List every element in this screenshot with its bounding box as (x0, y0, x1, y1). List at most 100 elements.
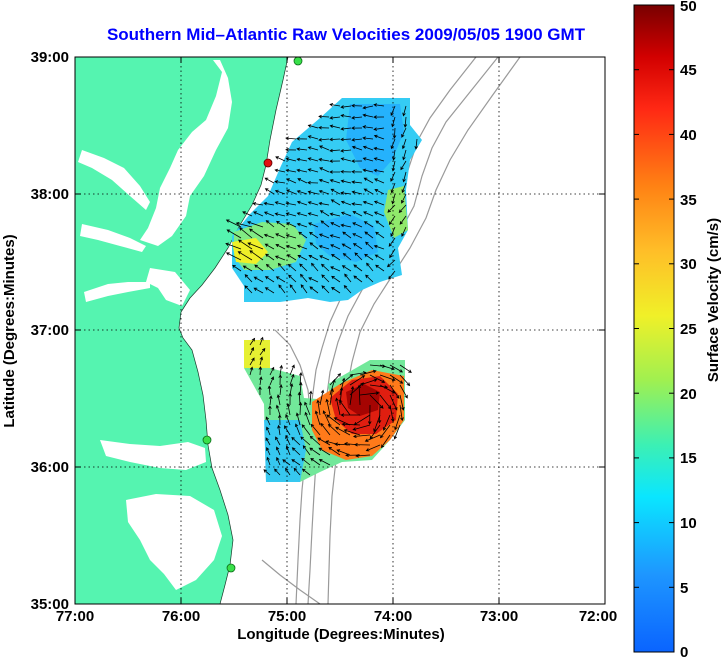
velocity-arrow (351, 115, 363, 120)
velocity-arrow (274, 201, 286, 206)
velocity-arrow (318, 245, 330, 250)
velocity-arrow (399, 374, 411, 387)
velocity-arrow (319, 210, 330, 217)
colorbar-tick-label: 10 (680, 515, 697, 532)
velocity-arrow (390, 171, 396, 182)
velocity-arrow (235, 221, 253, 228)
velocity-arrow (392, 127, 397, 139)
velocity-arrow (253, 287, 264, 294)
x-tick-label: 76:00 (162, 608, 200, 625)
velocity-arrow (314, 410, 321, 426)
velocity-arrow (325, 398, 331, 416)
velocity-arrow (279, 384, 283, 396)
velocity-arrow (282, 459, 291, 466)
velocity-arrow (275, 404, 281, 416)
velocity-arrow (362, 113, 374, 118)
velocity-arrow (374, 178, 385, 184)
velocity-arrow (242, 265, 253, 272)
velocity-arrow (249, 250, 264, 261)
velocity-arrow (362, 157, 374, 162)
velocity-arrow (373, 168, 385, 173)
velocity-arrow (259, 356, 264, 366)
velocity-arrow (362, 168, 374, 173)
velocity-arrow (296, 212, 308, 217)
velocity-arrow (351, 137, 363, 142)
velocity-arrow (275, 233, 286, 239)
velocity-arrow (319, 389, 325, 406)
bay-mouth (146, 268, 190, 306)
velocity-arrow (331, 275, 341, 283)
velocity-arrow (344, 273, 352, 283)
chesapeake-bay (140, 60, 232, 246)
velocity-arrow (353, 414, 371, 426)
velocity-arrow (401, 193, 407, 204)
velocity-arrow (351, 126, 363, 130)
velocity-arrow (319, 255, 330, 261)
x-tick-label: 73:00 (480, 608, 518, 625)
velocity-arrow (274, 189, 286, 195)
velocity-arrow (359, 369, 377, 376)
velocity-arrow (373, 127, 385, 131)
velocity-arrow (399, 404, 404, 422)
velocity-arrow (340, 157, 352, 162)
velocity-arrow (351, 103, 363, 108)
velocity-arrow (309, 286, 319, 294)
velocity-arrow (403, 116, 408, 128)
velocity-arrow (386, 259, 396, 268)
velocity-arrow (274, 180, 286, 184)
velocity-arrow (244, 274, 253, 283)
velocity-arrow (330, 244, 341, 250)
velocity-arrow (316, 399, 321, 416)
velocity-arrow (275, 436, 281, 446)
velocity-arrow (362, 200, 374, 206)
velocity-arrow (329, 159, 341, 163)
velocity-arrow (304, 411, 311, 426)
velocity-arrow (289, 373, 295, 386)
velocity-arrow (252, 202, 264, 206)
velocity-arrow (351, 190, 363, 195)
velocity-arrow (373, 115, 385, 119)
velocity-arrow (379, 374, 396, 382)
velocity-arrow (265, 253, 275, 261)
velocity-arrow (340, 223, 352, 228)
velocity-arrow (322, 410, 331, 426)
velocity-arrow (291, 436, 301, 446)
velocity-arrow (388, 215, 396, 225)
velocity-arrow (389, 404, 395, 423)
velocity-arrow (297, 178, 308, 184)
velocity-arrow (258, 386, 262, 395)
velocity-arrow (307, 124, 319, 129)
velocity-arrow (364, 231, 374, 239)
velocity-arrow (399, 394, 405, 411)
velocity-arrow (307, 146, 319, 151)
velocity-arrow (333, 417, 351, 426)
velocity-arrow (285, 136, 297, 141)
velocity-arrow (373, 200, 385, 206)
velocity-patch-north-weak (346, 104, 404, 176)
radar-station-marker (226, 563, 236, 573)
velocity-arrow (373, 146, 385, 151)
velocity-arrow (318, 125, 330, 130)
velocity-arrows-south (249, 336, 412, 476)
velocity-arrow (330, 188, 341, 195)
velocity-arrow (362, 145, 374, 151)
velocity-arrow (354, 252, 363, 261)
velocity-arrows-north (225, 103, 418, 294)
velocity-arrow (308, 390, 313, 406)
velocity-field-north (225, 98, 422, 302)
velocity-arrow (300, 436, 311, 446)
y-axis-label: Latitude (Degrees:Minutes) (1, 234, 18, 427)
velocity-arrow (375, 231, 385, 239)
velocity-arrow (297, 391, 302, 406)
colorbar-label: Surface Velocity (cm/s) (705, 218, 722, 382)
velocity-arrow (285, 467, 291, 476)
velocity-arrow (301, 468, 311, 476)
velocity-arrow (351, 159, 363, 163)
velocity-arrow (246, 221, 264, 228)
velocity-arrow (318, 201, 330, 206)
velocity-arrow (340, 127, 352, 131)
velocity-arrow (226, 229, 242, 239)
radar-station-marker (202, 435, 212, 445)
velocity-arrow (225, 252, 242, 261)
velocity-arrow (335, 397, 341, 416)
